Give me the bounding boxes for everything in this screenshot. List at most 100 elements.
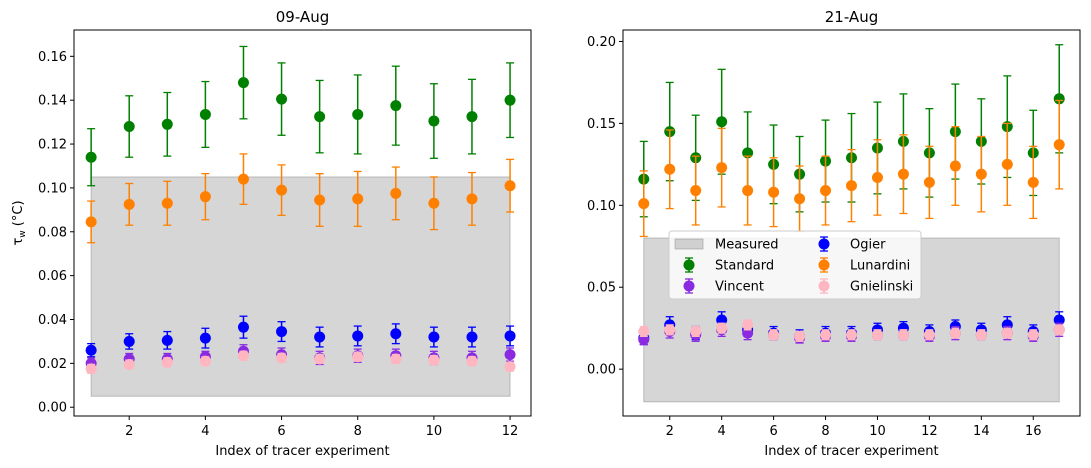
y-tick-label: 0.05 [587, 281, 616, 296]
data-point [897, 329, 909, 341]
data-point [428, 331, 440, 343]
data-point [314, 111, 326, 123]
y-tick-label: 0.12 [38, 138, 67, 153]
legend-label: Gnielinski [850, 280, 913, 295]
data-point [638, 198, 650, 210]
data-point [352, 193, 364, 205]
data-point [504, 361, 516, 373]
data-point [1053, 324, 1065, 336]
data-point [199, 108, 211, 120]
x-axis-label: Index of tracer experiment [215, 444, 389, 459]
data-point [846, 180, 857, 192]
data-point [466, 111, 478, 123]
data-point [794, 330, 806, 342]
chart-1: 2 4 6 8 10 12 0.00 0.02 0.04 0.06 0.08 0.10 0.12 0.14… [11, 8, 532, 459]
legend-item-standard: Standard [683, 257, 774, 274]
data-point [923, 329, 935, 341]
data-point [314, 353, 326, 365]
data-point [123, 358, 135, 370]
y-tick-label: 0.20 [587, 35, 616, 50]
legend-marker [683, 280, 695, 292]
y-tick-label: 0.15 [587, 117, 616, 132]
data-point [638, 325, 650, 337]
x-tick-label: 10 [426, 424, 443, 439]
axes-frame [622, 29, 1081, 417]
legend-label: Vincent [715, 280, 764, 295]
y-tick-label: 0.00 [38, 401, 67, 416]
data-point [123, 121, 135, 132]
data-point [123, 335, 135, 347]
data-point [504, 180, 516, 192]
legend-item-ogier: Ogier [818, 236, 886, 253]
data-point [716, 322, 728, 334]
data-point [352, 330, 364, 342]
data-point [161, 118, 173, 130]
data-point [85, 344, 97, 356]
data-point [161, 334, 173, 346]
data-point [237, 321, 249, 333]
legend: Measured Standard Vincent Ogier Lunardini Gni… [668, 230, 922, 300]
data-point [716, 162, 728, 174]
data-point [716, 116, 728, 128]
data-point [161, 197, 173, 209]
data-point [820, 185, 832, 197]
legend-item-gnielinski: Gnielinski [818, 278, 913, 295]
legend-item-lunardini: Lunardini [818, 257, 910, 274]
x-tick-label: 2 [125, 424, 133, 439]
series-ogier [85, 315, 516, 358]
y-tick-label: 0.10 [38, 181, 67, 196]
x-tick-label: 10 [869, 424, 886, 439]
legend-marker [683, 259, 695, 271]
data-point [352, 351, 364, 363]
data-point [871, 329, 883, 341]
legend-marker [818, 238, 830, 250]
data-point [237, 77, 249, 89]
x-tick-label: 12 [502, 424, 519, 439]
data-point [390, 100, 402, 112]
data-point [1001, 158, 1013, 170]
x-tick-label: 8 [821, 424, 829, 439]
data-point [690, 325, 702, 337]
data-point [1053, 93, 1065, 105]
data-point [428, 354, 440, 366]
y-tick-label: 0.08 [38, 225, 67, 240]
data-point [276, 326, 288, 338]
data-point [199, 355, 211, 367]
x-tick-label: 4 [718, 424, 726, 439]
y-tick-label: 0.04 [38, 313, 67, 328]
data-point [314, 331, 326, 343]
data-point [390, 328, 402, 340]
data-point [390, 187, 402, 199]
legend-swatch [674, 238, 704, 250]
data-point [466, 193, 478, 205]
x-tick-label: 14 [973, 424, 990, 439]
x-tick-label: 6 [769, 424, 777, 439]
data-point [664, 163, 676, 175]
data-point [276, 352, 288, 364]
data-point [768, 186, 780, 198]
data-point [871, 171, 883, 183]
data-point [949, 327, 961, 339]
x-tick-label: 2 [666, 424, 674, 439]
data-point [161, 356, 173, 368]
x-tick-label: 8 [354, 424, 362, 439]
axes-frame [73, 29, 532, 417]
data-point [352, 108, 364, 120]
x-tick-label: 4 [201, 424, 209, 439]
data-point [975, 329, 987, 341]
x-tick-label: 12 [921, 424, 938, 439]
legend-label: Lunardini [850, 259, 910, 274]
data-point [123, 198, 135, 210]
data-point [199, 332, 211, 344]
series-gnielinski [638, 319, 1065, 342]
data-point [199, 191, 211, 203]
data-point [975, 168, 987, 180]
y-axis-label: τw (°C) [11, 200, 28, 245]
data-point [85, 216, 97, 228]
data-point [276, 93, 288, 105]
data-point [690, 185, 702, 197]
data-point [1053, 139, 1065, 151]
data-point [85, 363, 97, 375]
data-point [1027, 176, 1039, 188]
